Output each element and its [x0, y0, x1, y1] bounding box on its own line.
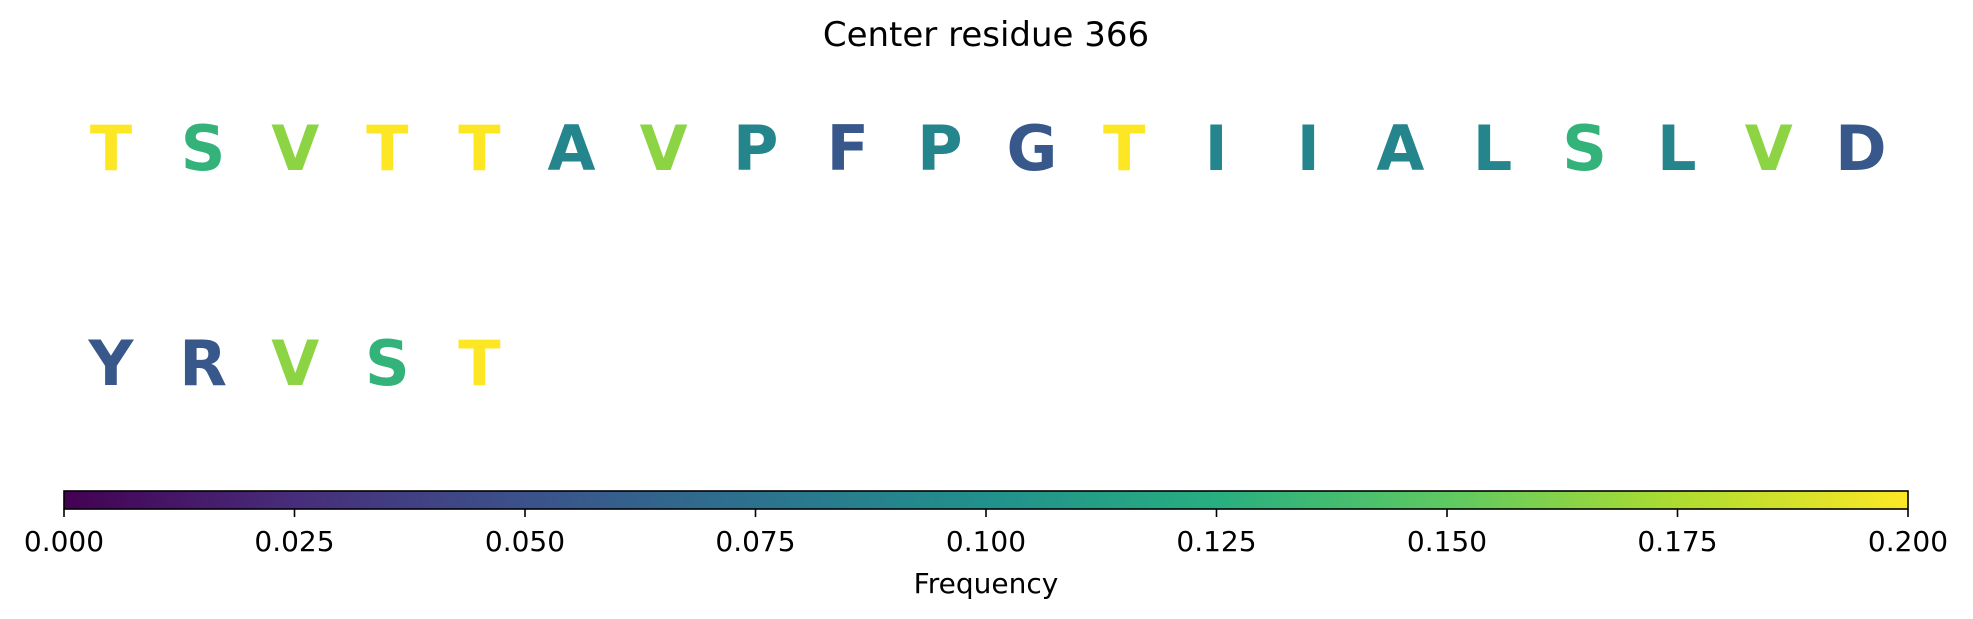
residue-T-25: T	[458, 327, 500, 400]
colorbar-tick-label: 0.200	[1868, 525, 1948, 558]
residue-T-12: T	[1103, 112, 1145, 185]
residue-V-7: V	[640, 112, 688, 185]
colorbar-tick-label: 0.000	[24, 525, 104, 558]
residue-V-19: V	[1745, 112, 1793, 185]
residue-R-22: R	[179, 327, 227, 400]
colorbar-tick-label: 0.175	[1637, 525, 1717, 558]
residue-P-8: P	[733, 112, 778, 185]
chart-title: Center residue 366	[823, 15, 1149, 55]
colorbar-tick-label: 0.050	[485, 525, 565, 558]
colorbar-tick-label: 0.125	[1176, 525, 1256, 558]
residue-T-5: T	[458, 112, 500, 185]
residue-T-1: T	[90, 112, 132, 185]
residue-I-13: I	[1205, 112, 1228, 185]
residue-P-10: P	[917, 112, 962, 185]
residue-F-9: F	[827, 112, 869, 185]
residue-V-23: V	[271, 327, 319, 400]
colorbar-tick-label: 0.100	[946, 525, 1026, 558]
residue-S-2: S	[181, 112, 226, 185]
colorbar-gradient	[63, 490, 1909, 510]
colorbar-label: Frequency	[914, 567, 1059, 600]
colorbar: 0.000 0.025 0.050 0.075 0.100 0.125 0.150 0.175…	[24, 490, 1948, 600]
residue-S-17: S	[1562, 112, 1607, 185]
residue-G-11: G	[1007, 112, 1058, 185]
residue-V-3: V	[271, 112, 319, 185]
residue-A-6: A	[548, 112, 596, 185]
colorbar-tick-label: 0.075	[715, 525, 795, 558]
residue-Y-21: Y	[88, 327, 135, 400]
colorbar-tick-label: 0.150	[1407, 525, 1487, 558]
colorbar-ticks: 0.000 0.025 0.050 0.075 0.100 0.125 0.150 0.175…	[24, 509, 1948, 558]
residue-D-20: D	[1835, 112, 1886, 185]
residue-S-24: S	[365, 327, 410, 400]
residue-T-4: T	[366, 112, 408, 185]
residue-L-18: L	[1657, 112, 1697, 185]
residue-L-16: L	[1473, 112, 1513, 185]
residue-I-14: I	[1297, 112, 1320, 185]
residue-A-15: A	[1376, 112, 1424, 185]
residue-sequence: T S V T T A V P F P G T I I A L S L V DY R V S T	[88, 112, 1887, 400]
colorbar-tick-label: 0.025	[254, 525, 334, 558]
